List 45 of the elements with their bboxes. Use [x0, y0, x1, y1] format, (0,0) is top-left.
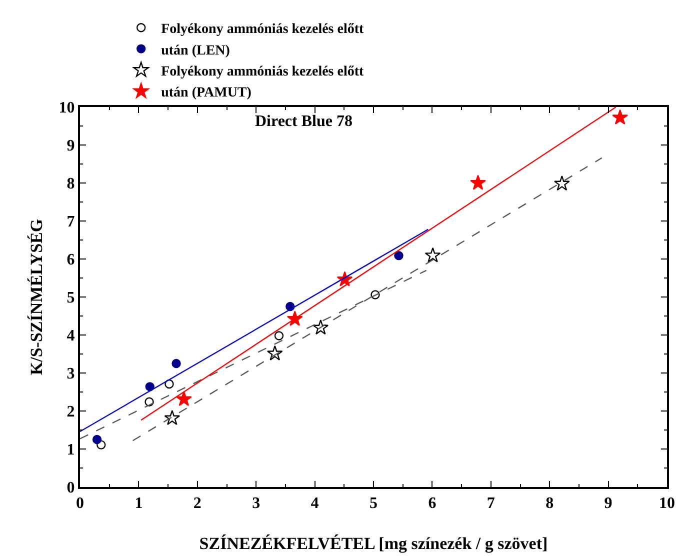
y-tick-label: 1 — [66, 442, 75, 459]
x-tick-label: 3 — [252, 495, 260, 512]
x-tick-label: 4 — [310, 495, 319, 512]
x-tick-label: 1 — [134, 495, 143, 512]
y-tick-label: 5 — [66, 290, 75, 307]
y-tick-label: 8 — [66, 176, 75, 193]
legend-label: Folyékony ammóniás kezelés előtt — [161, 22, 364, 38]
y-tick-label: 0 — [66, 480, 75, 497]
x-tick-label: 6 — [428, 495, 436, 512]
legend-label: Folyékony ammóniás kezelés előtt — [161, 64, 364, 80]
y-tick-label: 6 — [66, 252, 75, 269]
point — [145, 382, 154, 392]
point — [92, 434, 102, 444]
point — [144, 397, 154, 406]
y-axis-title: K/S-SZÍNMÉLYSÉG — [26, 218, 46, 376]
y-tick-label: 3 — [66, 366, 75, 383]
y-tick-label: 10 — [58, 100, 75, 117]
x-tick-label: 5 — [370, 495, 378, 512]
point — [164, 379, 174, 389]
point — [612, 109, 628, 124]
point — [370, 290, 380, 300]
annotation: Direct Blue 78 — [255, 113, 352, 130]
point — [172, 358, 181, 368]
x-tick-label: 9 — [604, 495, 612, 512]
point — [312, 319, 329, 335]
x-tick-label: 8 — [546, 495, 554, 512]
y-tick-label: 2 — [66, 404, 75, 421]
x-tick-label: 2 — [193, 495, 202, 512]
point — [266, 345, 283, 360]
point — [274, 331, 284, 340]
x-tick-label: 10 — [659, 495, 675, 512]
y-tick-label: 7 — [66, 214, 75, 231]
point — [554, 175, 570, 191]
legend-label: után (LEN) — [161, 43, 230, 58]
point — [164, 410, 180, 426]
legend-label: után (PAMUT) — [161, 86, 252, 101]
x-axis-title: SZÍNEZÉKFELVÉTEL [mg színezék / g szövet] — [199, 534, 548, 553]
point — [394, 250, 404, 260]
y-tick-label: 4 — [66, 328, 75, 345]
x-tick-label: 7 — [486, 495, 495, 512]
point — [424, 247, 441, 262]
point — [470, 174, 486, 190]
point — [96, 440, 106, 450]
y-tick-label: 9 — [66, 138, 75, 155]
point — [176, 390, 192, 406]
